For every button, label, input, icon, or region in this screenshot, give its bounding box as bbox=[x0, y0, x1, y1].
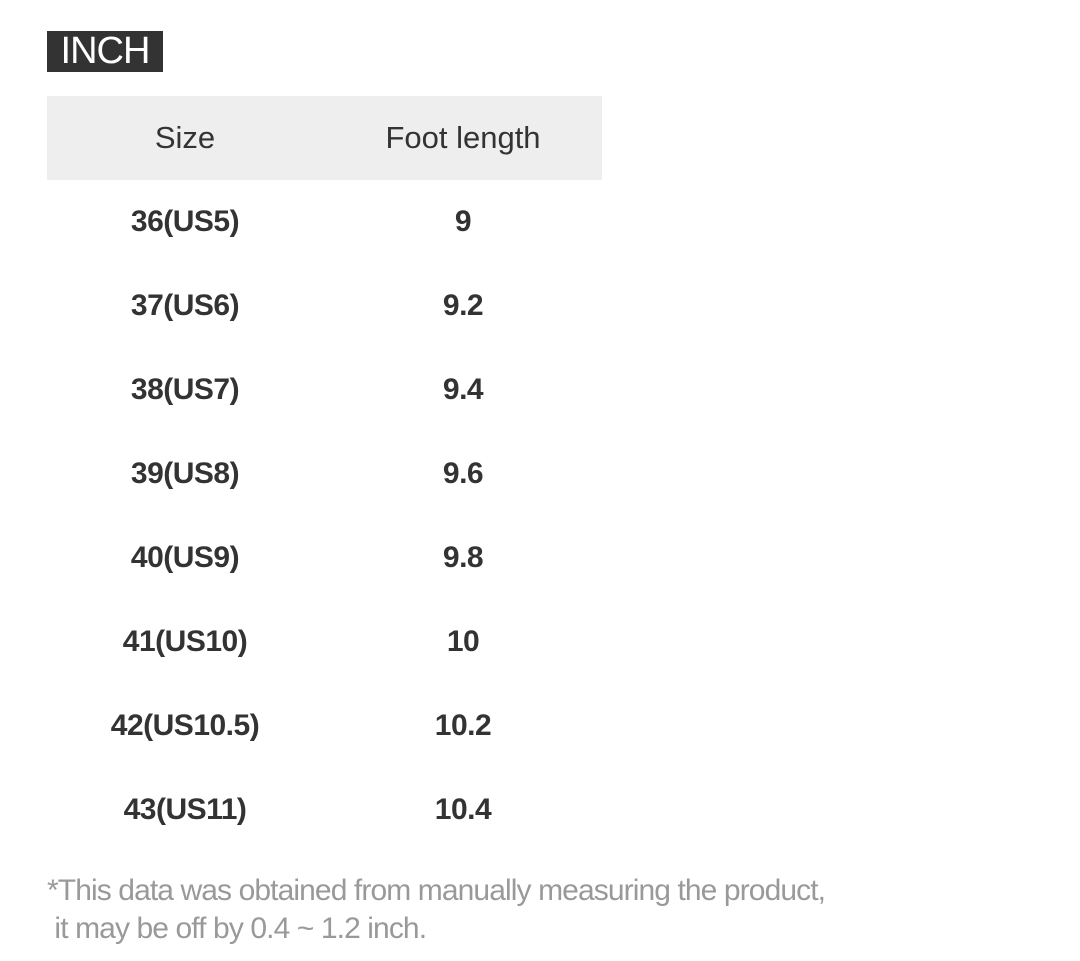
table-row: 36(US5) 9 bbox=[47, 180, 602, 264]
foot-length-cell: 9.6 bbox=[442, 457, 484, 490]
table-row: 37(US6) 9.2 bbox=[47, 264, 602, 348]
size-cell: 43(US11) bbox=[123, 793, 247, 826]
size-cell: 39(US8) bbox=[130, 457, 240, 490]
foot-length-cell: 9.2 bbox=[442, 289, 484, 322]
size-cell: 42(US10.5) bbox=[110, 709, 260, 742]
header-size: Size bbox=[154, 120, 216, 155]
foot-length-cell: 10 bbox=[446, 625, 480, 658]
foot-length-cell: 9.8 bbox=[442, 541, 484, 574]
table-header: Size Foot length bbox=[47, 96, 602, 180]
footnote-line-2: it may be off by 0.4 ~ 1.2 inch. bbox=[47, 912, 427, 945]
size-cell: 38(US7) bbox=[130, 373, 240, 406]
foot-length-cell: 9 bbox=[454, 205, 472, 238]
footnote-line-1: *This data was obtained from manually me… bbox=[47, 874, 826, 907]
header-foot-length: Foot length bbox=[385, 120, 541, 155]
footnote: *This data was obtained from manually me… bbox=[47, 872, 826, 948]
unit-label: INCH bbox=[47, 31, 163, 72]
size-cell: 41(US10) bbox=[122, 625, 248, 658]
table-row: 41(US10) 10 bbox=[47, 600, 602, 684]
size-cell: 37(US6) bbox=[130, 289, 240, 322]
table-row: 43(US11) 10.4 bbox=[47, 768, 602, 852]
foot-length-cell: 10.2 bbox=[434, 709, 492, 742]
table-row: 38(US7) 9.4 bbox=[47, 348, 602, 432]
foot-length-cell: 9.4 bbox=[442, 373, 484, 406]
table-row: 39(US8) 9.6 bbox=[47, 432, 602, 516]
table-row: 40(US9) 9.8 bbox=[47, 516, 602, 600]
table-row: 42(US10.5) 10.2 bbox=[47, 684, 602, 768]
foot-length-cell: 10.4 bbox=[434, 793, 492, 826]
size-table: Size Foot length 36(US5) 9 37(US6) 9.2 38(US… bbox=[47, 96, 602, 852]
size-cell: 40(US9) bbox=[130, 541, 240, 574]
size-cell: 36(US5) bbox=[130, 205, 240, 238]
